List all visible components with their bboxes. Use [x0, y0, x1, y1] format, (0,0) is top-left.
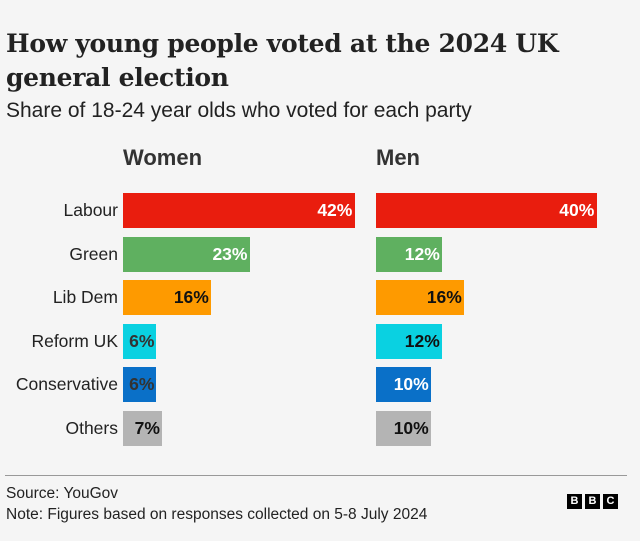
bar-women-reform-uk — [123, 323, 157, 359]
chart-title: How young people voted at the 2024 UK ge… — [6, 29, 559, 92]
data-label: 23% — [212, 243, 248, 264]
bbc-logo: B B C — [567, 494, 618, 509]
bar-men-labour — [376, 193, 597, 228]
panel-title-women: Women — [123, 145, 203, 170]
bar-women-labour — [123, 193, 355, 228]
panel-title-men: Men — [376, 145, 420, 170]
category-label: Reform UK — [31, 330, 118, 351]
bbc-logo-letter: B — [585, 494, 600, 509]
bar-chart: Labour Green Lib Dem Reform UK Conservative O… — [15, 193, 597, 446]
bar-men-conservative — [376, 367, 432, 403]
bar-men-green — [376, 236, 443, 272]
note-text: Note: Figures based on responses collect… — [6, 506, 428, 523]
data-label: 12% — [404, 243, 440, 264]
data-label: 7% — [134, 418, 160, 438]
data-label: 40% — [559, 200, 595, 220]
data-label: 6% — [129, 330, 155, 351]
bar-men-lib-dem — [376, 280, 465, 316]
data-label: 12% — [404, 330, 440, 351]
bbc-logo-letter: B — [567, 494, 582, 509]
bar-women-lib-dem — [123, 280, 212, 316]
source-text: Source: YouGov — [6, 485, 119, 502]
data-label: 42% — [317, 200, 353, 220]
footer-divider — [5, 475, 627, 476]
bar-men-others — [376, 411, 432, 446]
category-label: Green — [69, 243, 118, 264]
data-label: 10% — [393, 418, 429, 438]
data-label: 10% — [393, 374, 429, 395]
data-label: 6% — [129, 374, 155, 395]
bar-women-conservative — [123, 367, 157, 403]
bar-women-others — [123, 411, 162, 446]
bar-men-reform-uk — [376, 323, 443, 359]
data-label: 16% — [426, 287, 462, 308]
data-label: 16% — [173, 287, 209, 308]
category-label: Conservative — [15, 374, 118, 395]
category-label: Labour — [63, 200, 119, 220]
category-label: Lib Dem — [52, 287, 118, 308]
bbc-logo-letter: C — [603, 494, 618, 509]
chart-subtitle: Share of 18-24 year olds who voted for e… — [6, 99, 472, 122]
bar-women-green — [123, 236, 250, 272]
category-label: Others — [65, 418, 118, 438]
